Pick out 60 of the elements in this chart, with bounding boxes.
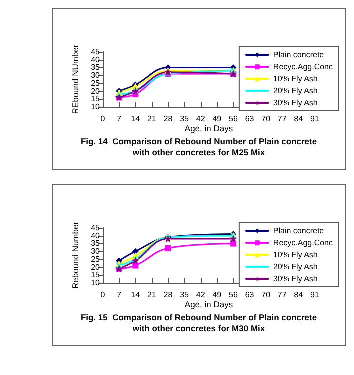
y-tick-label: 15 [91, 94, 101, 104]
x-tick-label: 21 [147, 114, 157, 124]
x-tick-label: 77 [278, 114, 288, 124]
y-tick-label: 25 [91, 254, 101, 264]
x-tick-label: 42 [196, 290, 206, 300]
x-tick-label: 77 [278, 290, 288, 300]
y-tick-label: 10 [91, 102, 101, 112]
y-tick-label: 45 [91, 224, 101, 232]
legend-label: Recyc.Agg.Conc [273, 62, 334, 72]
x-tick-label: 56 [229, 114, 238, 124]
x-tick-label: 42 [196, 114, 206, 124]
x-tick-label: 91 [310, 114, 320, 124]
y-tick-label: 25 [91, 78, 101, 88]
x-tick-label: 35 [180, 114, 190, 124]
y-tick-label: 35 [91, 239, 101, 248]
legend-label: 30% Fly Ash [273, 98, 318, 108]
x-tick-label: 63 [245, 114, 255, 124]
x-axis-title: Age, in Days [184, 124, 234, 134]
y-axis-title: REbound NUmber [70, 44, 81, 114]
x-tick-label: 63 [245, 290, 255, 300]
y-tick-label: 40 [91, 231, 101, 240]
y-axis-title: Rebound Number [70, 222, 81, 290]
x-tick-label: 14 [131, 290, 141, 300]
x-tick-label: 49 [212, 114, 222, 124]
x-tick-label: 14 [131, 114, 141, 124]
y-tick-label: 40 [91, 55, 101, 64]
y-tick-label: 20 [91, 86, 101, 96]
y-tick-label: 35 [91, 63, 101, 72]
x-tick-label: 7 [117, 114, 122, 124]
x-tick-label: 91 [310, 290, 320, 300]
x-tick-label: 21 [147, 290, 157, 300]
y-tick-label: 30 [91, 71, 101, 80]
x-tick-label: 70 [262, 114, 272, 124]
legend-label: 10% Fly Ash [273, 74, 318, 84]
x-tick-label: 70 [262, 290, 272, 300]
x-tick-label: 0 [100, 114, 106, 124]
x-tick-label: 7 [117, 290, 122, 300]
x-tick-label: 84 [294, 290, 304, 300]
x-tick-label: 56 [229, 290, 238, 300]
legend-label: 10% Fly Ash [273, 250, 318, 260]
legend-label: 20% Fly Ash [273, 86, 318, 96]
y-tick-label: 30 [91, 247, 101, 256]
x-tick-label: 84 [294, 114, 304, 124]
x-tick-label: 28 [164, 114, 174, 124]
legend-label: Plain concrete [273, 50, 325, 60]
x-axis-title: Age, in Days [184, 300, 234, 310]
x-tick-label: 28 [164, 290, 174, 300]
x-tick-label: 35 [180, 290, 190, 300]
legend-label: Plain concrete [273, 226, 325, 236]
x-tick-label: 49 [212, 290, 222, 300]
y-tick-label: 15 [91, 270, 101, 280]
legend-label: 20% Fly Ash [273, 262, 318, 272]
y-tick-label: 10 [91, 278, 101, 288]
y-tick-label: 20 [91, 262, 101, 272]
text: Fig. 15 Comparison of Rebound Number of Plain concrete with other concretes for M30 Mix [80, 312, 318, 334]
legend-label: Recyc.Agg.Conc [273, 238, 334, 248]
y-tick-label: 45 [91, 48, 101, 56]
x-tick-label: 0 [100, 290, 106, 300]
legend-label: 30% Fly Ash [273, 274, 318, 284]
text: Fig. 14 Comparison of Rebound Number of Plain concrete with other concretes for M25 Mix [80, 136, 318, 158]
